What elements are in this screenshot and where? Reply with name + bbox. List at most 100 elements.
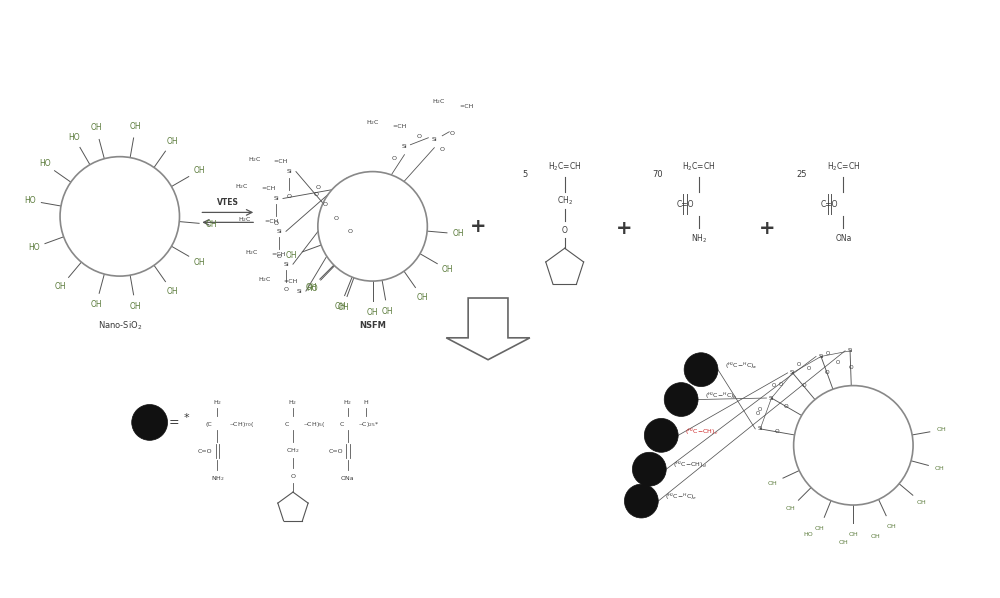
Text: OH: OH	[285, 251, 297, 261]
Text: OH: OH	[937, 427, 946, 432]
Text: O: O	[807, 366, 811, 371]
Text: O: O	[756, 411, 760, 416]
Text: H$_2$C: H$_2$C	[366, 118, 379, 127]
Text: O: O	[417, 135, 422, 139]
Text: +: +	[616, 219, 633, 238]
Text: O: O	[775, 429, 779, 434]
Text: OH: OH	[205, 220, 217, 229]
Text: OH: OH	[90, 123, 102, 132]
Text: OH: OH	[785, 506, 795, 511]
Text: H$_2$C: H$_2$C	[248, 155, 262, 164]
Circle shape	[794, 386, 913, 505]
Text: ‒CH)$_{70}$(: ‒CH)$_{70}$(	[229, 420, 254, 429]
Text: Nano-SiO$_2$: Nano-SiO$_2$	[98, 319, 142, 332]
Text: OH: OH	[382, 307, 393, 316]
Text: OH: OH	[416, 293, 428, 302]
Text: OH: OH	[90, 300, 102, 309]
Polygon shape	[446, 298, 530, 360]
Text: =CH: =CH	[284, 279, 298, 283]
Text: H$_2$C=CH: H$_2$C=CH	[682, 160, 716, 173]
Text: C: C	[340, 422, 344, 427]
Text: OH: OH	[193, 258, 205, 267]
Text: =CH: =CH	[264, 219, 278, 224]
Text: OH: OH	[367, 309, 378, 318]
Text: ‒CH)$_5$(: ‒CH)$_5$(	[303, 420, 325, 429]
Text: OH: OH	[886, 524, 896, 529]
Text: O: O	[450, 132, 455, 136]
Text: OH: OH	[815, 526, 825, 531]
Text: H$_2$C: H$_2$C	[258, 274, 272, 283]
Text: *: *	[184, 413, 189, 423]
Text: HO: HO	[28, 243, 40, 252]
Text: OH: OH	[839, 541, 848, 545]
Circle shape	[684, 353, 718, 386]
Text: ($^{H_2}$C$-$$^H$C)$_a$: ($^{H_2}$C$-$$^H$C)$_a$	[725, 361, 757, 371]
Text: CH$_2$: CH$_2$	[557, 194, 573, 207]
Text: OH: OH	[442, 265, 453, 274]
Text: Si: Si	[847, 348, 853, 353]
Text: OH: OH	[767, 481, 777, 486]
Text: OH: OH	[935, 466, 945, 471]
Text: ‒C)$_{25}$*: ‒C)$_{25}$*	[358, 420, 379, 429]
Text: ($^{H_2}$C$-$$^H$C)$_e$: ($^{H_2}$C$-$$^H$C)$_e$	[665, 492, 698, 502]
Circle shape	[60, 157, 179, 276]
Text: O: O	[274, 221, 279, 226]
Text: O: O	[824, 370, 829, 375]
Text: HO: HO	[24, 196, 35, 205]
Text: C=O: C=O	[328, 448, 343, 454]
Text: OH: OH	[166, 287, 178, 296]
Text: CH$_2$: CH$_2$	[286, 446, 300, 454]
Text: Si: Si	[431, 138, 437, 142]
Text: =CH: =CH	[261, 186, 275, 191]
Text: H$_2$: H$_2$	[213, 398, 222, 407]
Circle shape	[624, 484, 658, 518]
Text: =: =	[168, 416, 179, 429]
Text: ONa: ONa	[835, 234, 852, 243]
Text: NH$_2$: NH$_2$	[211, 474, 224, 483]
Text: H$_2$: H$_2$	[288, 398, 298, 407]
Text: OH: OH	[130, 122, 141, 131]
Text: NSFM: NSFM	[359, 321, 386, 330]
Text: OH: OH	[870, 535, 880, 539]
Text: +: +	[759, 219, 775, 238]
Text: O: O	[440, 147, 445, 152]
Text: =CH: =CH	[274, 159, 288, 164]
Text: H$_2$C: H$_2$C	[238, 215, 252, 224]
Text: OH: OH	[337, 303, 349, 312]
Text: OH: OH	[453, 230, 465, 239]
Text: ($^{H_2}$C$-$CH)$_d$: ($^{H_2}$C$-$CH)$_d$	[673, 460, 707, 471]
Text: HO: HO	[39, 159, 51, 169]
Text: 5: 5	[522, 170, 528, 179]
Text: O: O	[848, 365, 853, 370]
Text: Si: Si	[276, 229, 282, 234]
Text: =CH: =CH	[271, 252, 285, 257]
Text: O: O	[801, 383, 806, 388]
Text: C=O: C=O	[821, 200, 838, 209]
Text: OH: OH	[306, 283, 317, 292]
Text: C=O: C=O	[198, 448, 213, 454]
Text: O: O	[348, 229, 353, 234]
Text: Si: Si	[283, 262, 289, 267]
Text: H$_2$: H$_2$	[343, 398, 352, 407]
Text: OH: OH	[166, 137, 178, 146]
Text: H: H	[363, 400, 368, 405]
Text: O: O	[797, 362, 801, 367]
Text: OH: OH	[55, 282, 67, 291]
Text: O: O	[757, 407, 762, 413]
Text: O: O	[562, 226, 568, 235]
Text: O: O	[772, 383, 776, 388]
Text: H$_2$C=CH: H$_2$C=CH	[827, 160, 860, 173]
Text: ($^{H_2}$C$-$CH)$_c$: ($^{H_2}$C$-$CH)$_c$	[685, 426, 719, 437]
Text: HO: HO	[307, 284, 318, 293]
Text: H$_2$C=CH: H$_2$C=CH	[548, 160, 581, 173]
Text: O: O	[322, 202, 327, 207]
Text: HO: HO	[68, 133, 80, 142]
Text: O: O	[392, 156, 397, 161]
Circle shape	[644, 419, 678, 452]
Circle shape	[132, 404, 168, 440]
Circle shape	[318, 172, 427, 281]
Text: Si: Si	[758, 426, 763, 431]
Text: O: O	[277, 254, 282, 259]
Text: O: O	[779, 382, 783, 388]
Text: 70: 70	[652, 170, 663, 179]
